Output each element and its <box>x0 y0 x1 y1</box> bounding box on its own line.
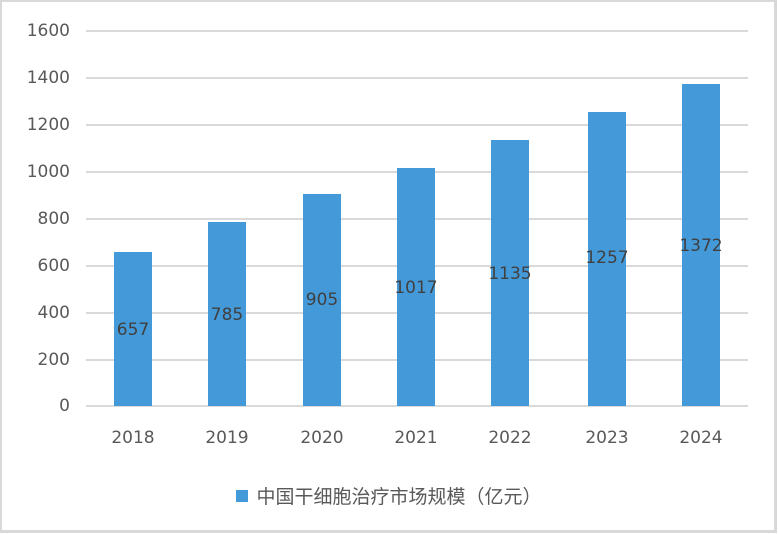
bar-2023 <box>588 112 626 406</box>
gridline-1200 <box>86 124 748 126</box>
bar-2020 <box>303 194 341 406</box>
bar-2024 <box>682 84 720 406</box>
legend: 中国干细胞治疗市场规模（亿元） <box>0 482 778 509</box>
legend-swatch-icon <box>236 489 249 502</box>
y-tick-label: 1000 <box>26 162 70 182</box>
bar-2019 <box>208 222 246 406</box>
y-tick-label: 1200 <box>26 115 70 135</box>
x-tick-label: 2019 <box>205 428 249 448</box>
gridline-1600 <box>86 30 748 32</box>
gridline-0 <box>86 405 748 407</box>
y-tick-label: 800 <box>37 209 70 229</box>
x-tick-label: 2024 <box>679 428 723 448</box>
data-label: 905 <box>305 290 339 310</box>
x-tick-label: 2018 <box>111 428 155 448</box>
bar-2021 <box>397 168 435 406</box>
y-tick-label: 0 <box>59 396 70 416</box>
data-label: 1135 <box>488 264 532 284</box>
data-label: 785 <box>210 305 244 325</box>
data-label: 1372 <box>679 236 723 256</box>
gridline-1400 <box>86 77 748 79</box>
data-label: 657 <box>116 320 150 340</box>
y-tick-label: 400 <box>37 303 70 323</box>
y-tick-label: 600 <box>37 256 70 276</box>
data-label: 1017 <box>394 278 438 298</box>
x-tick-label: 2022 <box>488 428 532 448</box>
x-tick-label: 2023 <box>585 428 629 448</box>
x-tick-label: 2020 <box>300 428 344 448</box>
bar-2022 <box>491 140 529 406</box>
y-tick-label: 1400 <box>26 68 70 88</box>
bar-2018 <box>114 252 152 406</box>
legend-label: 中国干细胞治疗市场规模（亿元） <box>256 486 542 508</box>
y-tick-label: 1600 <box>26 21 70 41</box>
x-tick-label: 2021 <box>394 428 438 448</box>
data-label: 1257 <box>585 248 629 268</box>
y-tick-label: 200 <box>37 350 70 370</box>
